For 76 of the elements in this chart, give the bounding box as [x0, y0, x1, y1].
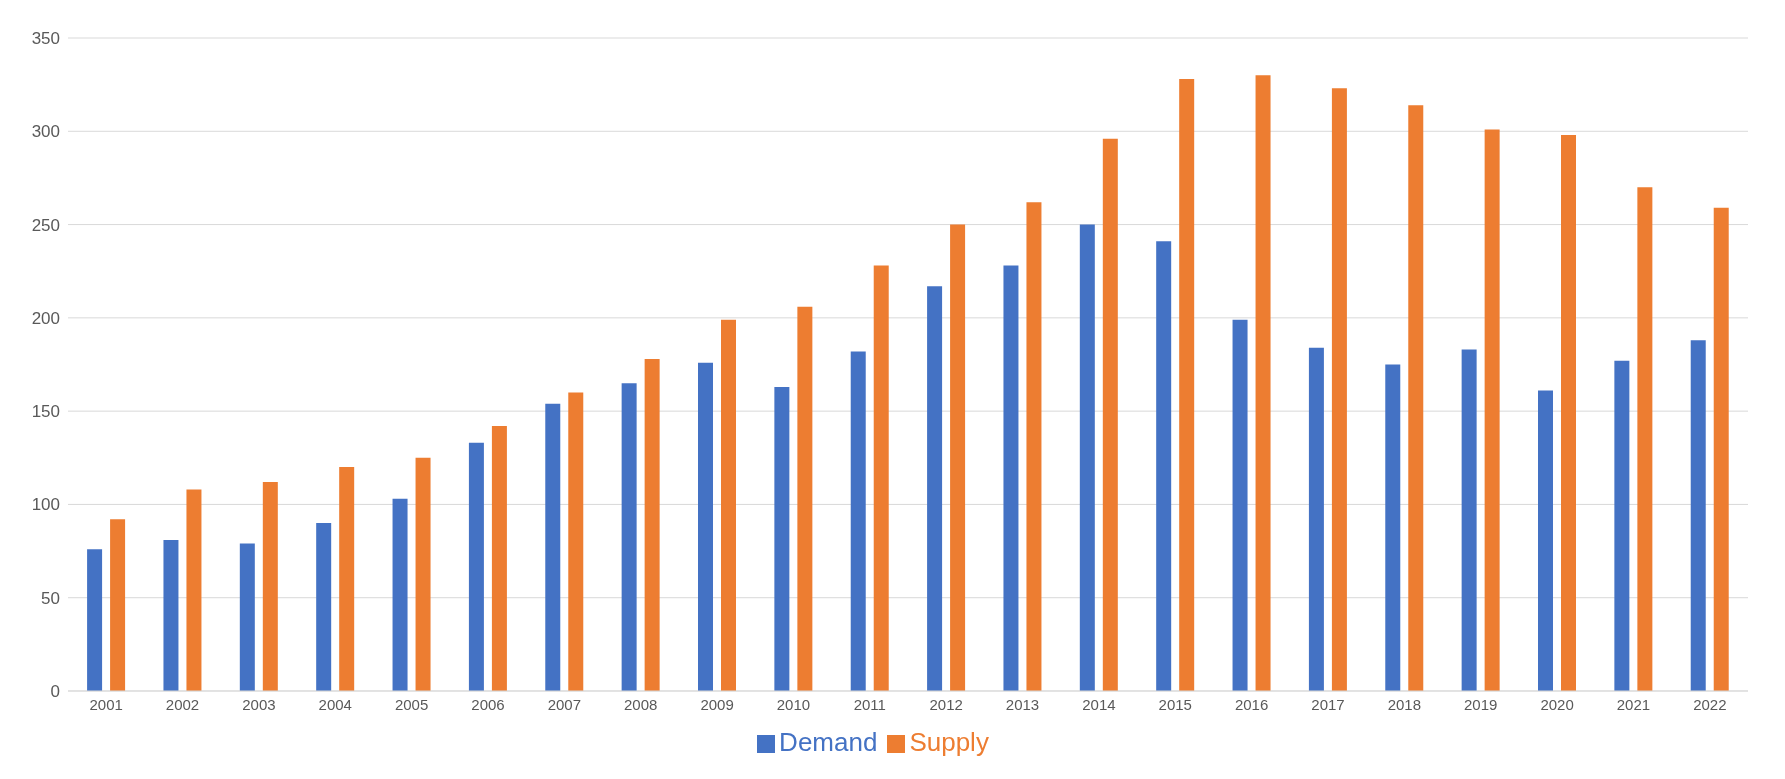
x-tick-label: 2016	[1234, 695, 1269, 713]
x-tick-label: 2015	[1158, 695, 1192, 713]
x-tick-label: 2010	[776, 695, 811, 713]
x-tick-label: 2001	[89, 695, 123, 713]
bar	[491, 426, 507, 691]
bar	[1614, 360, 1630, 691]
bar	[1156, 241, 1172, 691]
x-tick-label: 2012	[929, 695, 963, 713]
bar	[1538, 390, 1553, 691]
x-tick-label: 2013	[1005, 695, 1040, 713]
x-tick-label: 2017	[1311, 695, 1345, 713]
y-tick-label: 150	[31, 402, 60, 422]
x-tick-label: 2002	[165, 695, 200, 713]
bar	[721, 319, 736, 691]
bar	[239, 543, 255, 691]
bar	[568, 392, 584, 691]
x-tick-label: 2007	[547, 695, 582, 713]
bar	[1461, 349, 1477, 691]
y-tick-label: 250	[31, 215, 60, 235]
y-tick-label: 200	[31, 308, 60, 328]
x-tick-label: 2020	[1540, 695, 1574, 713]
y-tick-label: 300	[31, 122, 60, 142]
x-tick-label: 2008	[624, 695, 658, 713]
bar	[1561, 135, 1576, 691]
y-tick-label: 350	[31, 29, 60, 49]
x-tick-label: 2022	[1693, 695, 1727, 713]
bar	[1308, 347, 1324, 691]
legend-label: Demand	[779, 727, 878, 757]
bar	[1232, 319, 1248, 691]
bar	[186, 489, 202, 691]
bar	[774, 386, 790, 691]
bar	[1637, 187, 1653, 691]
bar	[927, 286, 943, 691]
x-tick-label: 2014	[1082, 695, 1116, 713]
y-tick-label: 50	[41, 588, 60, 608]
bar	[1179, 79, 1195, 691]
bar	[468, 442, 484, 691]
bar	[1385, 364, 1401, 691]
bar	[316, 523, 332, 691]
bar	[87, 549, 103, 691]
bar	[1408, 105, 1424, 691]
bar	[621, 383, 637, 691]
x-tick-label: 2021	[1616, 695, 1651, 713]
x-tick-label: 2009	[700, 695, 734, 713]
bar	[392, 498, 408, 691]
bar	[644, 358, 660, 691]
bar	[1079, 224, 1095, 691]
bar	[339, 467, 355, 691]
bar	[1003, 265, 1019, 691]
bar	[873, 265, 889, 691]
bar	[1484, 129, 1500, 691]
bar	[1255, 75, 1271, 691]
bar	[545, 403, 561, 691]
bar	[1331, 88, 1347, 691]
bar	[1026, 202, 1042, 691]
x-tick-label: 2004	[318, 695, 352, 713]
bar	[110, 519, 126, 691]
y-tick-label: 0	[50, 682, 60, 702]
y-tick-label: 100	[31, 495, 60, 515]
bar	[1690, 340, 1706, 691]
bar	[950, 224, 966, 691]
x-tick-label: 2011	[853, 695, 886, 713]
x-tick-label: 2018	[1387, 695, 1422, 713]
bar	[262, 482, 278, 691]
x-tick-label: 2005	[394, 695, 429, 713]
bar	[1102, 138, 1118, 691]
legend-label: Supply	[909, 727, 989, 757]
bar	[163, 539, 179, 691]
x-tick-label: 2006	[471, 695, 505, 713]
bar	[797, 306, 813, 691]
x-tick-label: 2003	[242, 695, 276, 713]
bar	[415, 457, 431, 691]
bar	[698, 362, 713, 691]
bar	[850, 351, 866, 691]
bar	[1713, 207, 1729, 691]
x-tick-label: 2019	[1464, 695, 1498, 713]
